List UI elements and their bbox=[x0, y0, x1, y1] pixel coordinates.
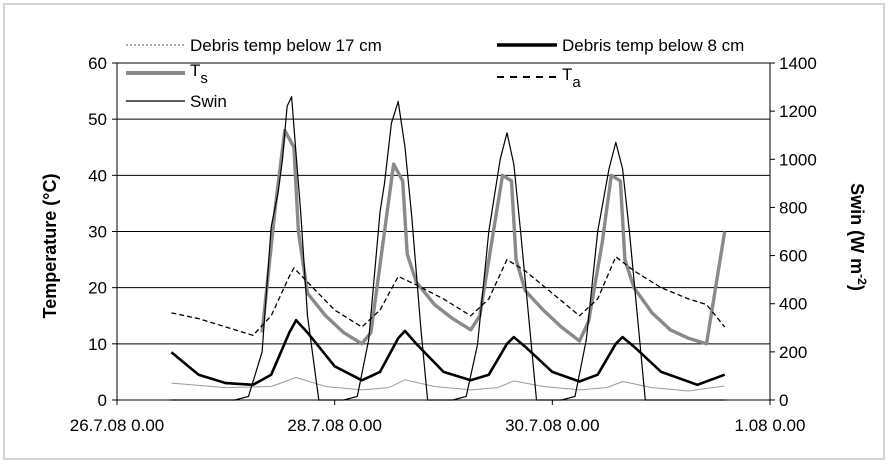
y-right-axis-title-close: ) bbox=[847, 285, 867, 291]
legend-label-debris-17cm: Debris temp below 17 cm bbox=[190, 36, 382, 55]
x-tick-label: 30.7.08 0.00 bbox=[505, 416, 600, 435]
y-right-tick-label: 1400 bbox=[779, 54, 817, 73]
series-line-debris-temp-below-8-cm bbox=[170, 318, 726, 387]
line-chart: 0102030405060020040060080010001200140026… bbox=[40, 36, 869, 435]
legend-label-ts-main: T bbox=[190, 61, 200, 80]
legend-label-ta: Ta bbox=[562, 65, 581, 91]
y-right-axis-title-main: Swin (W m bbox=[847, 183, 867, 274]
x-tick-label: 1.08 0.00 bbox=[735, 416, 806, 435]
legend-label-swin: Swin bbox=[190, 92, 227, 111]
y-right-tick-label: 200 bbox=[779, 343, 807, 362]
series-layer bbox=[170, 96, 727, 401]
legend-item-ta: Ta bbox=[497, 65, 581, 91]
y-right-tick-label: 1200 bbox=[779, 102, 817, 121]
legend-item-debris-17cm: Debris temp below 17 cm bbox=[126, 36, 382, 55]
y-right-tick-label: 800 bbox=[779, 198, 807, 217]
tick-labels: 0102030405060020040060080010001200140026… bbox=[70, 54, 817, 435]
x-tick-label: 26.7.08 0.00 bbox=[70, 416, 165, 435]
legend-label-ts: Ts bbox=[190, 61, 208, 87]
y-left-tick-label: 30 bbox=[88, 223, 107, 242]
legend-item-swin: Swin bbox=[126, 92, 227, 111]
y-left-tick-label: 10 bbox=[88, 335, 107, 354]
series-line-ts bbox=[260, 128, 727, 346]
y-right-tick-label: 1000 bbox=[779, 150, 817, 169]
y-left-tick-label: 60 bbox=[88, 54, 107, 73]
chart-frame: 0 10 20 30 40 50 60 0 200 400 600 800 1000 1200 1400 26… bbox=[3, 3, 885, 460]
axes bbox=[112, 62, 775, 405]
y-right-axis-title: Swin (W m-2) bbox=[847, 183, 869, 291]
legend-item-ts: Ts bbox=[126, 61, 208, 87]
legend-label-ts-sub: s bbox=[200, 70, 208, 87]
y-left-tick-label: 50 bbox=[88, 110, 107, 129]
y-left-tick-label: 0 bbox=[98, 391, 107, 410]
legend-label-debris-8cm: Debris temp below 8 cm bbox=[562, 36, 744, 55]
legend-item-debris-8cm: Debris temp below 8 cm bbox=[497, 36, 744, 55]
x-tick-label: 28.7.08 0.00 bbox=[287, 416, 382, 435]
y-left-tick-label: 40 bbox=[88, 166, 107, 185]
y-right-axis-title-sup: -2 bbox=[855, 274, 869, 285]
y-left-tick-label: 20 bbox=[88, 279, 107, 298]
y-right-tick-label: 600 bbox=[779, 247, 807, 266]
y-left-axis-title: Temperature (°C) bbox=[40, 174, 60, 319]
series-line-swin bbox=[171, 96, 725, 401]
y-right-tick-label: 400 bbox=[779, 295, 807, 314]
legend-label-ta-main: T bbox=[562, 65, 572, 84]
legend: Debris temp below 17 cm Debris temp belo… bbox=[126, 36, 744, 111]
series-line-ta bbox=[171, 256, 726, 337]
legend-label-ta-sub: a bbox=[572, 74, 581, 91]
series-line-debris-temp-below-17-cm bbox=[171, 377, 725, 392]
gridlines bbox=[117, 62, 770, 345]
y-right-tick-label: 0 bbox=[779, 391, 788, 410]
